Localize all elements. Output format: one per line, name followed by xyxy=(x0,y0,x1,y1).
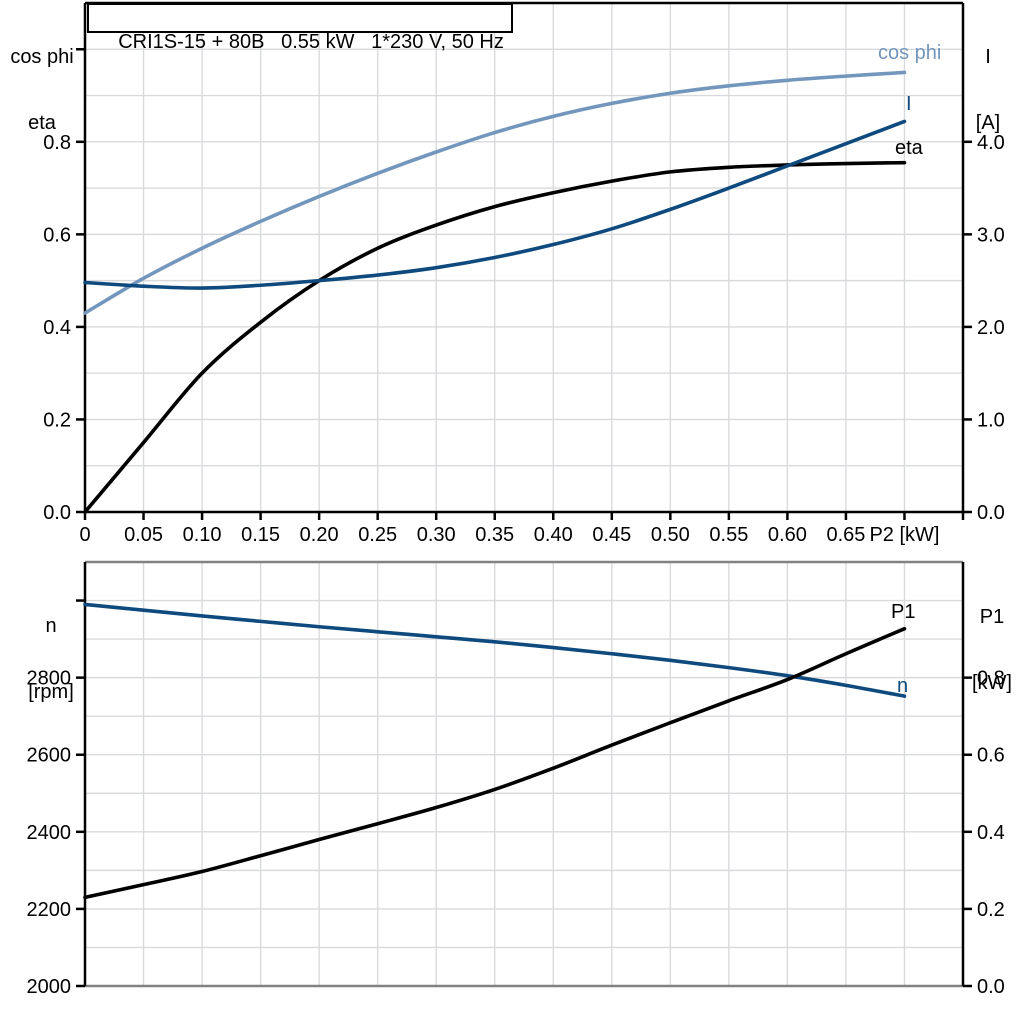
top-right-axis-title: I [A] xyxy=(960,2,1016,178)
tick-label-left: 2200 xyxy=(27,899,72,921)
tick-label-left: 2600 xyxy=(27,745,72,767)
curve-label-p1: P1 xyxy=(891,601,916,623)
tick-label-x: 0.25 xyxy=(358,524,397,546)
tick-label-left: 0.4 xyxy=(43,317,71,339)
x-axis-unit-label: P2 [kW] xyxy=(869,524,939,546)
tick-label-x: 0.40 xyxy=(534,524,573,546)
curve-label-n: n xyxy=(897,675,909,697)
curve-i xyxy=(83,119,907,290)
tick-label-right: 0.8 xyxy=(977,668,1005,690)
axis-title-cos-phi: cos phi xyxy=(10,46,74,68)
tick-label-x: 0.20 xyxy=(300,524,339,546)
axis-title-current-unit: [A] xyxy=(975,112,1001,134)
curve-p1 xyxy=(83,626,907,900)
tick-label-x: 0.15 xyxy=(241,524,280,546)
tick-label-right: 4.0 xyxy=(977,132,1005,154)
tick-label-right: 0.6 xyxy=(977,745,1005,767)
tick-label-right: 0.4 xyxy=(977,822,1005,844)
tick-label-x: 0.10 xyxy=(183,524,222,546)
axis-title-eta: eta xyxy=(28,112,56,134)
chart-title: CRI1S-15 + 80B 0.55 kW 1*230 V, 50 Hz xyxy=(118,31,504,53)
axis-title-speed: n xyxy=(45,615,57,637)
tick-label-left: 0.8 xyxy=(43,132,71,154)
tick-label-left: 2800 xyxy=(27,668,72,690)
tick-label-x: 0 xyxy=(79,524,90,546)
tick-label-right: 2.0 xyxy=(977,317,1005,339)
chart-title-box: CRI1S-15 + 80B 0.55 kW 1*230 V, 50 Hz xyxy=(87,3,513,53)
tick-label-x: 0.60 xyxy=(768,524,807,546)
axis-title-speed-unit: [rpm] xyxy=(28,681,74,703)
axis-title-current: I xyxy=(985,46,991,68)
tick-label-left: 2400 xyxy=(27,822,72,844)
tick-label-x: 0.65 xyxy=(826,524,865,546)
tick-label-x: 0.35 xyxy=(475,524,514,546)
bottom-right-axis-title: P1 [kW] xyxy=(964,562,1020,738)
axis-title-p1: P1 xyxy=(979,606,1005,628)
tick-label-x: 0.05 xyxy=(124,524,163,546)
curve-n xyxy=(83,602,907,698)
curve-label-cos-phi: cos phi xyxy=(878,42,942,64)
tick-label-x: 0.30 xyxy=(417,524,456,546)
axis-title-p1-unit: [kW] xyxy=(972,672,1012,694)
tick-label-right: 0.2 xyxy=(977,899,1005,921)
curve-eta xyxy=(83,160,907,514)
tick-label-left: 0.6 xyxy=(43,224,71,246)
tick-label-left: 0.0 xyxy=(43,502,71,524)
tick-label-x: 0.50 xyxy=(651,524,690,546)
curve-label-current: I xyxy=(906,93,912,115)
bottom-left-axis-title: n [rpm] xyxy=(18,571,84,747)
tick-label-left: 2000 xyxy=(27,976,72,998)
tick-label-x: 0.45 xyxy=(592,524,631,546)
tick-label-right: 0.0 xyxy=(977,976,1005,998)
tick-label-x: 0.55 xyxy=(709,524,748,546)
tick-label-right: 3.0 xyxy=(977,224,1005,246)
curve-cos-phi xyxy=(83,70,907,315)
tick-label-right: 0.0 xyxy=(977,502,1005,524)
top-left-axis-title: cos phi eta xyxy=(4,2,80,178)
curve-label-eta: eta xyxy=(895,137,923,159)
tick-label-left: 0.2 xyxy=(43,409,71,431)
tick-label-right: 1.0 xyxy=(977,409,1005,431)
